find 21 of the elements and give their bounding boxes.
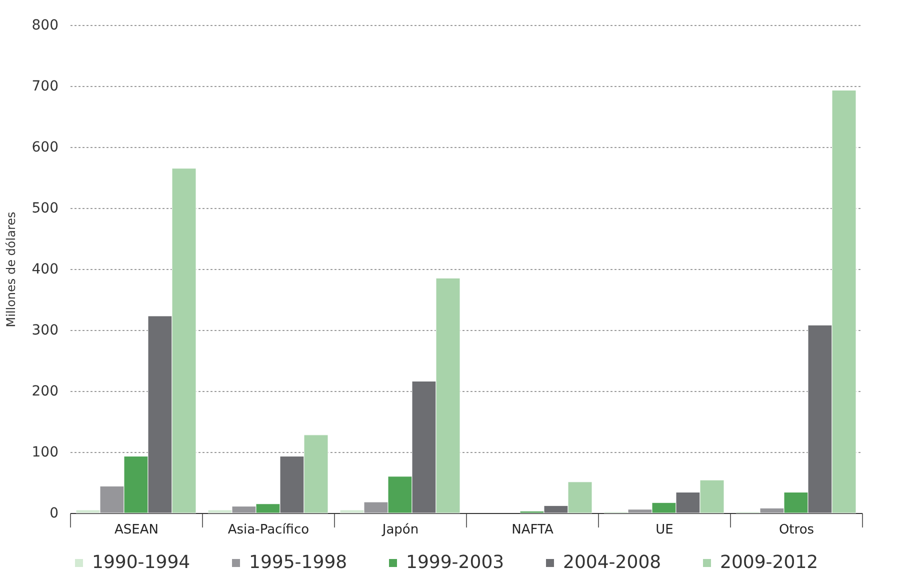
x-tick-label: UE [656, 522, 674, 538]
y-tick-label: 800 [32, 18, 58, 34]
legend-label: 2009-2012 [720, 552, 818, 573]
y-tick-label: 700 [32, 78, 58, 94]
x-tick-label: ASEAN [114, 522, 158, 538]
x-tick-label: Otros [778, 522, 814, 538]
x-tick-label: Japón [381, 522, 419, 538]
y-tick-label: 0 [50, 506, 58, 522]
y-tick-label: 500 [32, 200, 58, 216]
y-axis-title: Millones de dólares [4, 212, 18, 328]
y-tick-label: 200 [32, 384, 58, 400]
legend-label: 1995-1998 [249, 552, 348, 573]
x-tick-label: Asia-Pacífico [228, 522, 310, 538]
y-tick-label: 400 [32, 262, 58, 278]
x-tick-label: NAFTA [512, 522, 554, 538]
y-tick-label: 600 [32, 140, 58, 156]
legend-label: 2004-2008 [563, 552, 662, 573]
legend-label: 1999-2003 [406, 552, 504, 573]
legend-label: 1990-1994 [92, 552, 190, 573]
y-tick-label: 300 [32, 322, 58, 338]
y-tick-label: 100 [32, 444, 58, 460]
